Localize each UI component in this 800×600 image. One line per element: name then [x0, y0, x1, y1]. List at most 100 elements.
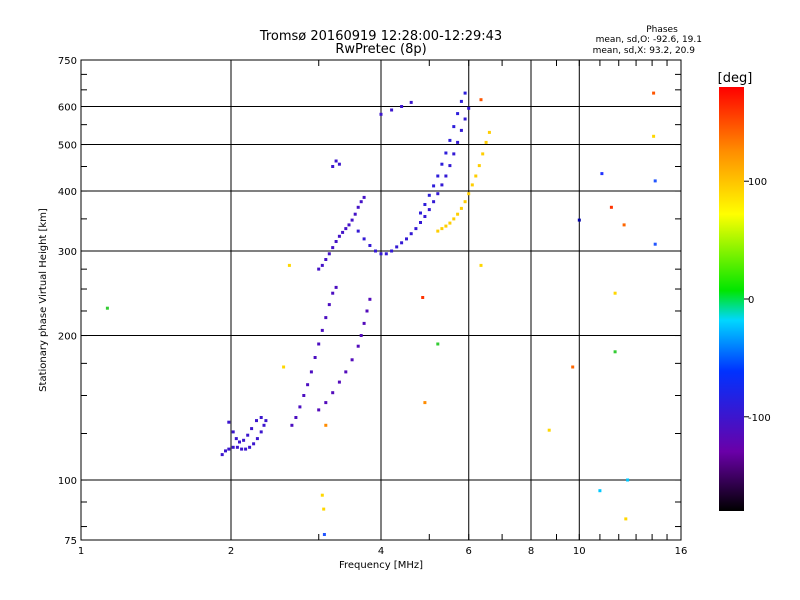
echo-point: [547, 428, 551, 432]
echo-point: [379, 252, 383, 256]
echo-point: [242, 438, 246, 442]
echo-point: [359, 200, 363, 204]
echo-point: [259, 430, 263, 434]
echo-point: [626, 478, 630, 482]
echo-point: [240, 447, 244, 451]
echo-point: [419, 221, 422, 224]
echo-point: [231, 445, 235, 449]
echo-point: [365, 309, 369, 313]
colorbar-tick-label: 100: [748, 177, 767, 188]
echo-point: [463, 91, 467, 95]
y-tick-label: 400: [58, 187, 77, 198]
echo-point: [652, 134, 656, 138]
x-tick-label: 16: [675, 546, 688, 557]
echo-point: [306, 383, 310, 387]
echo-point: [452, 152, 456, 156]
echo-point: [459, 99, 463, 103]
y-tick-labels: 75 100 200 300 400 500 600 750: [58, 56, 77, 547]
echo-point: [421, 296, 425, 299]
echo-point: [317, 267, 321, 271]
echo-point: [653, 242, 657, 246]
echo-point: [467, 106, 471, 110]
echo-point: [302, 394, 306, 397]
y-axis-label: Stationary phase Virtual Height [km]: [38, 208, 49, 392]
echo-point: [324, 316, 328, 320]
echo-point: [419, 211, 422, 215]
x-tick-labels: 1 2 4 6 8 10 16: [78, 546, 688, 557]
echo-point: [600, 172, 604, 176]
echo-point: [227, 420, 231, 424]
echo-point: [259, 416, 263, 419]
echo-point: [409, 100, 413, 104]
phase-stats-o: mean, sd,O: -92.6, 19.1: [596, 35, 702, 45]
echo-point: [298, 405, 302, 409]
echo-point: [356, 229, 360, 233]
echo-point: [423, 215, 427, 218]
echo-point: [290, 423, 294, 427]
echo-point: [423, 401, 427, 405]
echo-point: [238, 440, 241, 444]
echo-point: [255, 419, 258, 423]
echo-point: [470, 183, 474, 187]
echo-point: [327, 252, 331, 256]
echo-point: [400, 105, 404, 108]
echo-point: [440, 183, 444, 187]
echo-point: [432, 200, 436, 204]
echo-point: [384, 252, 388, 256]
echo-point: [609, 205, 613, 209]
echo-point: [324, 423, 328, 427]
echo-point: [427, 193, 431, 197]
echo-point: [368, 244, 372, 247]
colorbar-ticks: -100 0 100: [744, 177, 771, 424]
echo-point: [322, 533, 326, 536]
echo-point: [341, 230, 345, 234]
echo-point: [452, 217, 456, 221]
echo-point: [479, 263, 483, 267]
echo-points: [105, 91, 657, 536]
axis-ticks: [80, 59, 682, 541]
echo-point: [353, 212, 357, 216]
echo-point: [331, 246, 335, 250]
echo-point: [309, 370, 313, 374]
echo-point: [356, 344, 360, 348]
echo-point: [235, 445, 239, 449]
y-tick-label: 500: [58, 141, 77, 152]
echo-point: [463, 117, 467, 121]
echo-point: [622, 223, 626, 227]
echo-point: [598, 489, 602, 493]
echo-point: [350, 358, 354, 362]
echo-point: [252, 442, 256, 446]
echo-point: [653, 179, 657, 183]
echo-point: [334, 240, 338, 243]
echo-point: [320, 493, 324, 497]
y-tick-label: 300: [58, 247, 77, 258]
x-tick-label: 4: [378, 546, 384, 557]
echo-point: [444, 151, 448, 155]
echo-point: [287, 263, 291, 267]
echo-point: [467, 192, 471, 196]
echo-point: [456, 112, 460, 116]
echo-point: [313, 356, 317, 359]
echo-point: [327, 303, 331, 307]
echo-point: [395, 245, 399, 249]
echo-point: [337, 234, 341, 238]
echo-point: [436, 229, 440, 233]
echo-point: [337, 380, 341, 384]
echo-point: [337, 162, 341, 166]
echo-point: [440, 227, 444, 231]
echo-point: [220, 453, 224, 457]
colorbar-label: [deg]: [718, 71, 753, 86]
echo-point: [409, 232, 413, 236]
echo-point: [362, 195, 366, 199]
echo-point: [368, 297, 372, 301]
echo-point: [264, 419, 268, 423]
echo-point: [436, 342, 440, 346]
echo-point: [459, 206, 463, 210]
echo-point: [344, 370, 348, 374]
echo-point: [262, 423, 266, 427]
echo-point: [324, 258, 328, 261]
echo-point: [613, 291, 617, 295]
echo-point: [356, 205, 360, 209]
echo-point: [456, 140, 460, 144]
colorbar: [719, 87, 744, 511]
